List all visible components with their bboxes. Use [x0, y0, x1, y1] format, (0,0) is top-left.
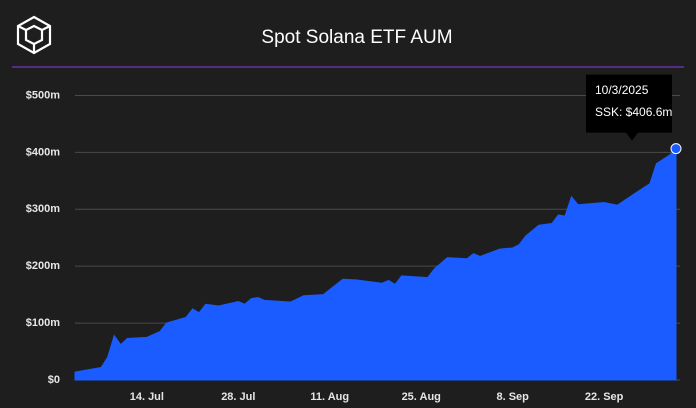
x-tick-label: 11. Aug: [310, 391, 349, 403]
logo: [16, 15, 52, 55]
tooltip-date: 10/3/2025: [595, 83, 649, 97]
x-tick-label: 28. Jul: [221, 391, 255, 403]
x-tick-label: 22. Sep: [585, 391, 624, 403]
y-tick-label: $300m: [26, 203, 60, 215]
last-point: [670, 143, 682, 155]
y-tick-label: $100m: [26, 317, 60, 329]
y-tick-label: $500m: [26, 89, 60, 101]
x-tick-label: 25. Aug: [402, 391, 441, 403]
area: [74, 147, 677, 381]
y-tick-label: $200m: [26, 260, 60, 272]
y-tick-label: $0: [48, 374, 60, 386]
y-tick-label: $400m: [26, 146, 60, 158]
x-tick-label: 14. Jul: [130, 391, 164, 403]
tooltip-text: SSK: $406.6m: [595, 105, 672, 119]
x-tick-label: 8. Sep: [496, 391, 529, 403]
tooltip-box: [586, 74, 672, 141]
chart-title: Spot Solana ETF AUM: [261, 27, 452, 48]
